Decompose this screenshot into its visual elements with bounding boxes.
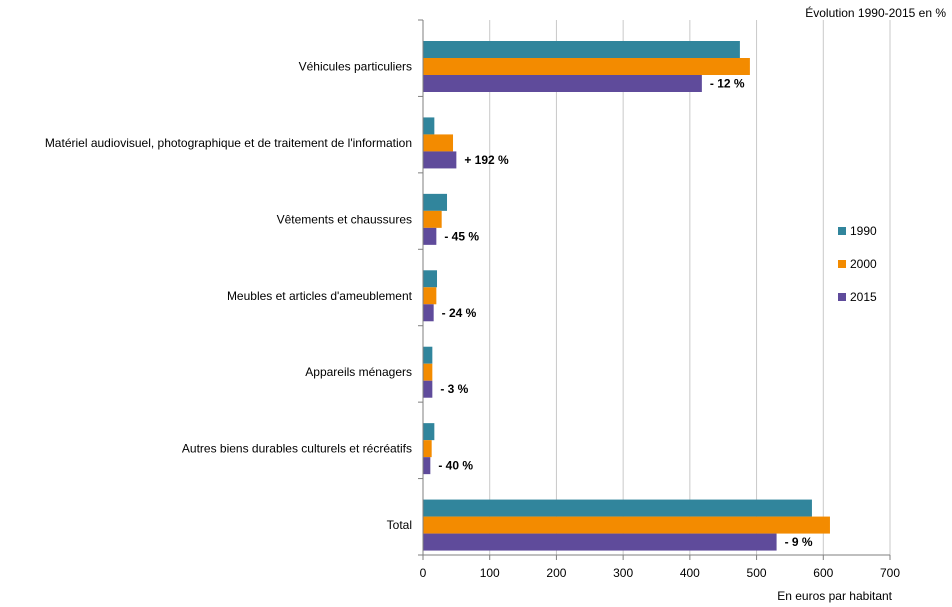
axes xyxy=(418,19,891,560)
x-axis-label: En euros par habitant xyxy=(777,589,892,603)
category-label: Appareils ménagers xyxy=(305,365,412,379)
x-tick-label: 300 xyxy=(613,566,633,580)
category-label: Total xyxy=(387,518,412,532)
bar-1990 xyxy=(423,270,438,288)
gridlines xyxy=(489,20,891,555)
change-annotation: + 192 % xyxy=(464,153,509,167)
bars xyxy=(423,41,830,551)
bar-2015 xyxy=(423,533,777,551)
bar-2000 xyxy=(423,58,750,75)
bar-2015 xyxy=(423,457,431,475)
legend-label: 1990 xyxy=(850,224,877,238)
legend-label: 2015 xyxy=(850,290,877,304)
legend-swatch-2000 xyxy=(838,260,846,268)
labels: 0 100 200 300 400 500 600 700 Véhicules particul… xyxy=(45,60,901,581)
legend-swatch-2015 xyxy=(838,293,846,301)
x-tick-label: 400 xyxy=(680,566,700,580)
change-annotation: - 9 % xyxy=(785,535,813,549)
bar-2000 xyxy=(423,287,437,305)
category-label: Véhicules particuliers xyxy=(299,60,412,74)
change-annotation: - 40 % xyxy=(438,459,473,473)
category-label: Meubles et articles d'ameublement xyxy=(227,289,413,303)
bar-2000 xyxy=(423,440,432,458)
change-annotation: - 3 % xyxy=(440,382,468,396)
change-annotation: - 12 % xyxy=(710,77,745,91)
annotation-title: Évolution 1990-2015 en % xyxy=(805,6,946,20)
x-tick-label: 500 xyxy=(747,566,767,580)
bar-2015 xyxy=(423,380,433,398)
bar-1990 xyxy=(423,117,435,135)
legend-label: 2000 xyxy=(850,257,877,271)
category-label: Autres biens durables culturels et récré… xyxy=(182,442,412,456)
bar-2015 xyxy=(423,75,702,92)
bar-2000 xyxy=(423,363,433,381)
x-tick-label: 700 xyxy=(880,566,900,580)
legend: 1990 2000 2015 xyxy=(838,224,877,304)
bar-2000 xyxy=(423,134,454,152)
category-label: Vêtements et chaussures xyxy=(277,212,412,226)
bar-2015 xyxy=(423,227,437,245)
x-tick-label: 600 xyxy=(813,566,833,580)
bar-1990 xyxy=(423,346,433,364)
bar-2015 xyxy=(423,151,457,169)
bar-2000 xyxy=(423,210,442,228)
legend-swatch-1990 xyxy=(838,227,846,235)
category-label: Matériel audiovisuel, photographique et … xyxy=(45,136,412,150)
x-tick-label: 100 xyxy=(480,566,500,580)
x-tick-label: 0 xyxy=(420,566,427,580)
bar-1990 xyxy=(423,423,435,441)
bar-2015 xyxy=(423,304,434,322)
change-annotation: - 24 % xyxy=(442,306,477,320)
bar-1990 xyxy=(423,193,448,211)
bar-2000 xyxy=(423,516,830,534)
bar-1990 xyxy=(423,41,740,58)
bar-1990 xyxy=(423,499,812,517)
x-tick-label: 200 xyxy=(546,566,566,580)
change-annotation: - 45 % xyxy=(444,229,479,243)
